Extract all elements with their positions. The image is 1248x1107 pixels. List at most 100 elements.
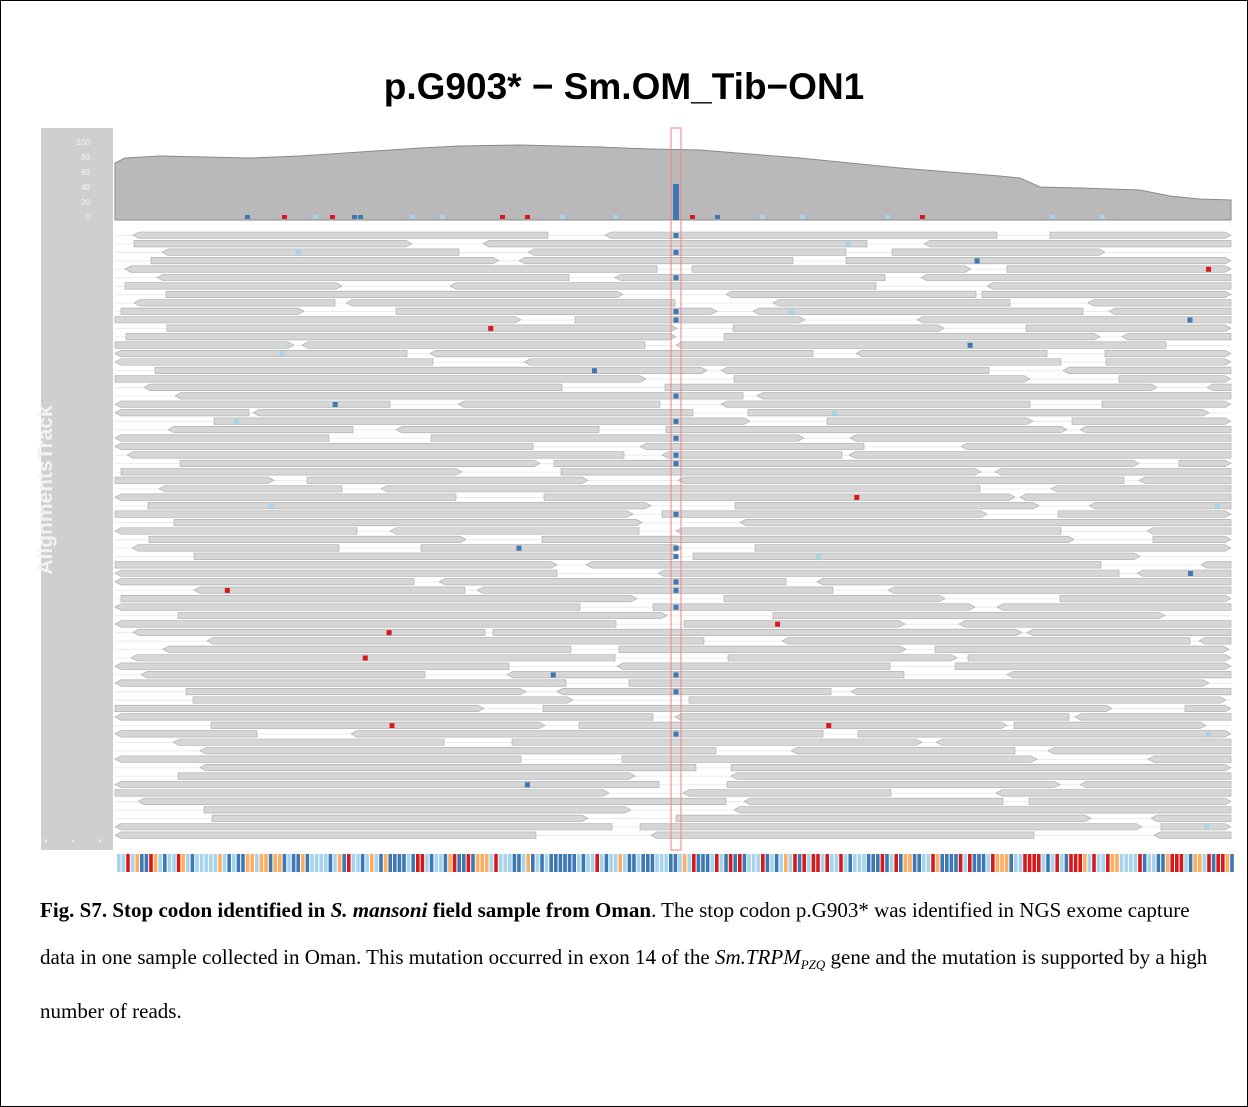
reference-base	[756, 854, 760, 872]
reference-base	[324, 854, 328, 872]
reference-base	[227, 854, 231, 872]
reference-base	[1073, 854, 1078, 872]
aligned-read	[743, 797, 1004, 805]
read-mismatch-mark	[488, 325, 494, 331]
aligned-read	[727, 654, 958, 662]
read-mismatch-mark	[295, 249, 301, 255]
reference-base	[471, 854, 475, 872]
aligned-read	[1200, 561, 1232, 569]
reference-base	[365, 854, 369, 872]
read-mismatch-mark	[974, 258, 980, 264]
aligned-read	[114, 375, 647, 383]
aligned-read	[301, 341, 646, 349]
reference-base	[968, 854, 972, 872]
aligned-read	[166, 324, 678, 332]
aligned-read	[130, 654, 616, 662]
aligned-read	[1079, 426, 1232, 434]
aligned-read	[1049, 231, 1232, 239]
aligned-read	[726, 780, 1061, 789]
aligned-read	[124, 265, 658, 273]
aligned-read	[114, 789, 610, 797]
aligned-read	[734, 502, 1040, 510]
aligned-read	[665, 426, 1068, 434]
read-mismatch-mark	[1204, 824, 1210, 830]
aligned-read	[723, 333, 1101, 341]
reference-base	[595, 854, 599, 872]
aligned-read	[650, 831, 1035, 839]
reference-base	[623, 854, 627, 872]
aligned-read	[156, 273, 570, 282]
caption-sentence2: gene and the mutation is supported by a …	[40, 945, 1208, 1024]
reference-base	[1064, 854, 1069, 872]
aligned-read	[639, 823, 1143, 831]
aligned-read	[1138, 476, 1232, 484]
reference-base	[678, 854, 682, 872]
reference-base	[710, 854, 714, 872]
reference-base	[310, 854, 314, 872]
aligned-read	[389, 527, 640, 535]
aligned-read	[692, 552, 1141, 560]
reference-base	[664, 854, 668, 872]
reference-base	[1138, 854, 1142, 872]
aligned-read	[1006, 265, 1232, 273]
read-mismatch-mark	[224, 587, 230, 593]
reference-base	[1087, 854, 1092, 872]
reference-base	[549, 854, 553, 872]
reference-base	[209, 854, 213, 872]
aligned-read	[114, 662, 510, 670]
reference-base	[535, 854, 540, 872]
reference-base	[696, 854, 701, 872]
reference-base	[802, 854, 806, 872]
reference-base	[328, 854, 333, 872]
caption-label: Fig. S7.	[40, 898, 108, 922]
reference-base	[613, 854, 618, 872]
aligned-read	[345, 299, 676, 307]
reference-base	[1119, 854, 1124, 872]
reference-base	[636, 854, 641, 872]
reference-base	[1147, 854, 1151, 872]
reference-base	[1225, 854, 1230, 872]
reference-base	[715, 854, 719, 872]
aligned-read	[430, 434, 805, 442]
aligned-read	[193, 586, 466, 594]
aligned-read	[639, 442, 865, 451]
reference-base	[848, 854, 852, 872]
reference-base	[429, 854, 434, 872]
reference-base	[278, 854, 282, 872]
reference-base	[1014, 854, 1018, 872]
aligned-read	[167, 426, 354, 434]
reference-base	[581, 854, 586, 872]
read-mismatch-mark	[967, 342, 973, 348]
aligned-read	[683, 620, 906, 628]
reference-base	[1060, 854, 1064, 872]
variant-base-mark	[673, 587, 679, 593]
aligned-read	[664, 383, 1158, 391]
reference-base	[779, 854, 783, 872]
reference-base	[259, 854, 264, 872]
reference-base	[908, 854, 912, 872]
aligned-read	[1074, 713, 1232, 721]
aligned-read	[133, 299, 336, 307]
aligned-read	[131, 544, 340, 552]
reference-base	[406, 854, 411, 872]
reference-base	[448, 854, 452, 872]
reference-base	[995, 854, 1000, 872]
reference-base	[526, 854, 530, 872]
aligned-read	[395, 307, 718, 315]
expand-arrows[interactable]: ˅ ˅ ˅	[43, 838, 112, 851]
aligned-read	[661, 451, 843, 459]
reference-base	[439, 854, 443, 872]
aligned-read	[449, 282, 877, 290]
reference-base	[572, 854, 576, 872]
variant-base-mark	[673, 579, 679, 585]
aligned-read	[845, 257, 1232, 265]
reference-base	[544, 854, 549, 872]
aligned-read	[132, 231, 549, 239]
reference-base	[126, 854, 130, 872]
reference-base	[784, 854, 788, 872]
reference-base	[931, 854, 935, 872]
reference-base	[1032, 854, 1036, 872]
reference-base	[816, 854, 820, 872]
aligned-read	[739, 519, 1232, 527]
reference-base	[1188, 854, 1193, 872]
